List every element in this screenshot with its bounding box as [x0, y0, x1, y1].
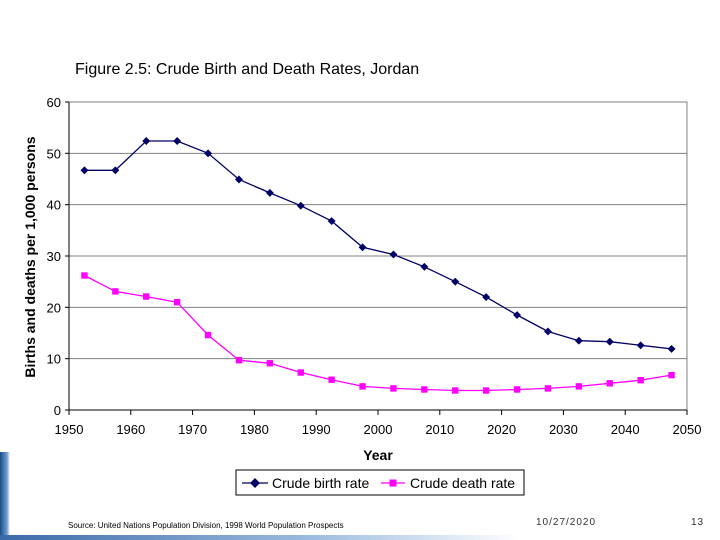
data-point-death [544, 385, 552, 392]
legend-box [235, 469, 525, 496]
grid-lines [69, 152, 687, 360]
y-tick-label: 50 [47, 146, 61, 161]
data-point-birth [358, 243, 367, 252]
x-tick-label: 1980 [240, 422, 269, 437]
x-tick-label: 2040 [611, 422, 640, 437]
data-point-death [143, 293, 150, 300]
series-line-birth [84, 140, 672, 350]
y-axis-label: Births and deaths per 1,000 persons [22, 136, 38, 377]
data-point-death [482, 387, 490, 394]
data-point-death [204, 331, 212, 339]
x-tick-label: 2020 [487, 422, 516, 437]
data-point-death [606, 380, 613, 387]
legend-marker-birth [250, 478, 260, 488]
data-point-death [328, 376, 335, 383]
data-point-birth [265, 188, 274, 197]
y-tick-label: 60 [47, 95, 61, 110]
data-point-birth [636, 341, 645, 350]
data-point-death [297, 369, 304, 376]
data-point-death [421, 386, 428, 393]
data-point-birth [389, 250, 398, 259]
y-tick-label: 40 [47, 198, 61, 213]
x-tick-label: 1950 [55, 422, 84, 437]
data-point-birth [574, 336, 583, 345]
slide-date: 10/27/2020 [536, 517, 597, 528]
data-point-birth [482, 293, 491, 302]
data-point-death [173, 299, 181, 306]
bottom-decoration-bar [0, 535, 520, 540]
data-point-death [668, 371, 675, 379]
x-tick-label: 2000 [364, 422, 393, 437]
data-point-death [81, 272, 88, 279]
data-point-death [359, 383, 366, 390]
data-point-birth [451, 277, 460, 286]
data-point-birth [142, 137, 151, 145]
data-point-birth [327, 217, 336, 226]
data-point-birth [204, 149, 213, 158]
x-tick-label: 1960 [116, 422, 145, 437]
series-line-death [84, 274, 672, 392]
data-point-death [513, 386, 521, 393]
x-tick-label: 1990 [302, 422, 331, 437]
data-point-birth [296, 201, 305, 210]
left-decoration-bar [0, 452, 10, 540]
data-point-death [266, 360, 274, 367]
y-tick-label: 30 [47, 249, 61, 264]
page-number: 13 [691, 517, 705, 528]
legend-label-death: Crude death rate [410, 475, 515, 491]
data-point-birth [234, 175, 243, 184]
data-point-death [575, 383, 583, 390]
x-tick-label: 1970 [178, 422, 207, 437]
y-tick-label: 20 [47, 300, 61, 315]
y-tick-label: 10 [47, 352, 61, 367]
x-axis-label: Year [363, 447, 393, 463]
data-point-death [452, 387, 459, 394]
x-tick-label: 2010 [425, 422, 454, 437]
chart-title: Figure 2.5: Crude Birth and Death Rates,… [75, 61, 420, 78]
source-note: Source: United Nations Population Divisi… [68, 521, 344, 530]
x-tick-label: 2050 [673, 422, 702, 437]
data-point-death [390, 385, 397, 392]
data-point-death [637, 377, 644, 384]
data-point-birth [173, 137, 182, 145]
data-point-death [112, 288, 119, 295]
series [80, 137, 676, 394]
y-tick-label: 0 [54, 403, 61, 418]
data-point-birth [420, 262, 429, 271]
legend-label-birth: Crude birth rate [272, 475, 369, 491]
x-tick-label: 2030 [549, 422, 578, 437]
data-point-death [235, 357, 243, 364]
legend-marker-death [389, 479, 397, 487]
legend: Crude birth rate Crude death rate [235, 469, 525, 496]
